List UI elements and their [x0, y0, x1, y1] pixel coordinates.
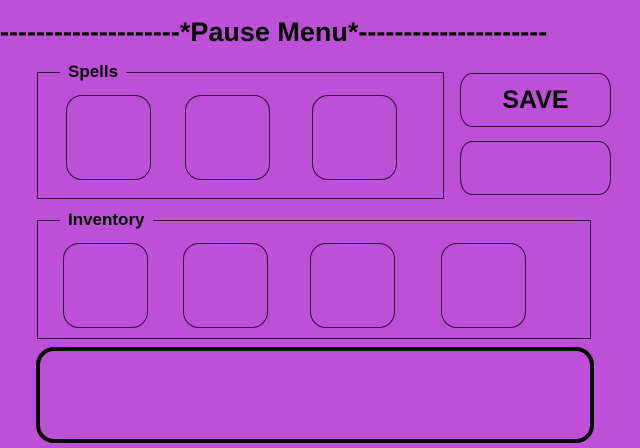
inventory-panel: Inventory [37, 210, 591, 339]
inventory-slot-2[interactable] [183, 243, 268, 328]
pause-menu-title: --------------------*Pause Menu*--------… [0, 17, 548, 47]
side-button-2[interactable] [460, 141, 611, 195]
message-box [36, 347, 594, 443]
spell-slot-1[interactable] [66, 95, 151, 180]
spell-slot-3[interactable] [312, 95, 397, 180]
spell-slot-2[interactable] [185, 95, 270, 180]
inventory-slot-3[interactable] [310, 243, 395, 328]
save-button[interactable]: SAVE [460, 73, 611, 127]
inventory-slot-1[interactable] [63, 243, 148, 328]
inventory-label: Inventory [60, 210, 153, 230]
spells-label: Spells [60, 62, 127, 82]
spells-panel: Spells [37, 62, 444, 199]
inventory-slot-4[interactable] [441, 243, 526, 328]
